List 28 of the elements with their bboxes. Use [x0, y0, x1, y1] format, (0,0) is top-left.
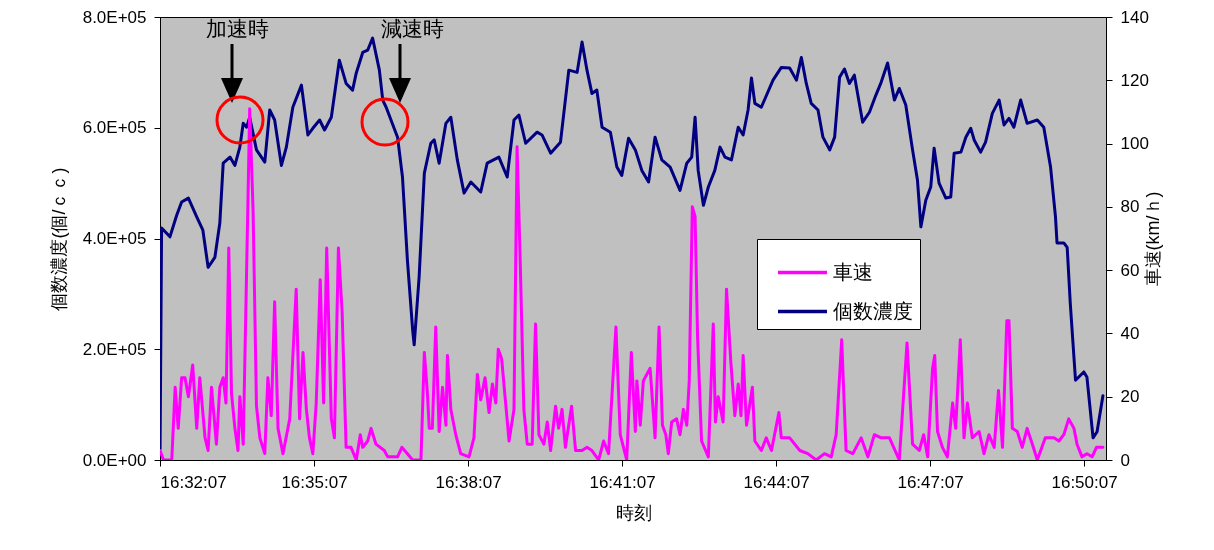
y2-axis-title: 車速(km/ｈ): [1142, 191, 1163, 287]
x-axis-title: 時刻: [615, 502, 652, 523]
y-tick-label: 0.0E+00: [82, 450, 147, 470]
x-tick-label: 16:32:07: [160, 472, 227, 492]
annotation: 加速時: [205, 16, 269, 40]
line-series: [160, 107, 1105, 460]
y-tick-label: 6.0E+05: [82, 118, 147, 138]
y2-tick-label: 120: [1120, 70, 1149, 90]
annotation: 減速時: [380, 16, 444, 40]
x-tick-label: 16:38:07: [435, 472, 502, 492]
x-tick-label: 16:44:07: [743, 472, 810, 492]
legend-label: 個数濃度: [833, 299, 913, 322]
y2-tick-label: 100: [1120, 134, 1149, 154]
x-tick-label: 16:35:07: [281, 472, 348, 492]
y-tick-label: 2.0E+05: [82, 339, 147, 359]
y2-tick-label: 0: [1120, 450, 1130, 470]
y2-tick-label: 40: [1120, 323, 1140, 343]
x-tick-label: 16:47:07: [897, 472, 964, 492]
y2-tick-label: 80: [1120, 197, 1140, 217]
y2-tick-label: 20: [1120, 387, 1140, 407]
y-tick-label: 4.0E+05: [82, 229, 147, 248]
x-tick-label: 16:50:07: [1051, 472, 1118, 492]
y-tick-label: 8.0E+05: [82, 7, 147, 27]
legend-label: 車速: [833, 260, 873, 283]
x-tick-label: 16:41:07: [589, 472, 656, 492]
y2-tick-label: 60: [1120, 260, 1140, 280]
y-axis-title: 個数濃度(個/ｃｃ): [48, 167, 69, 311]
y2-tick-label: 140: [1120, 7, 1149, 27]
